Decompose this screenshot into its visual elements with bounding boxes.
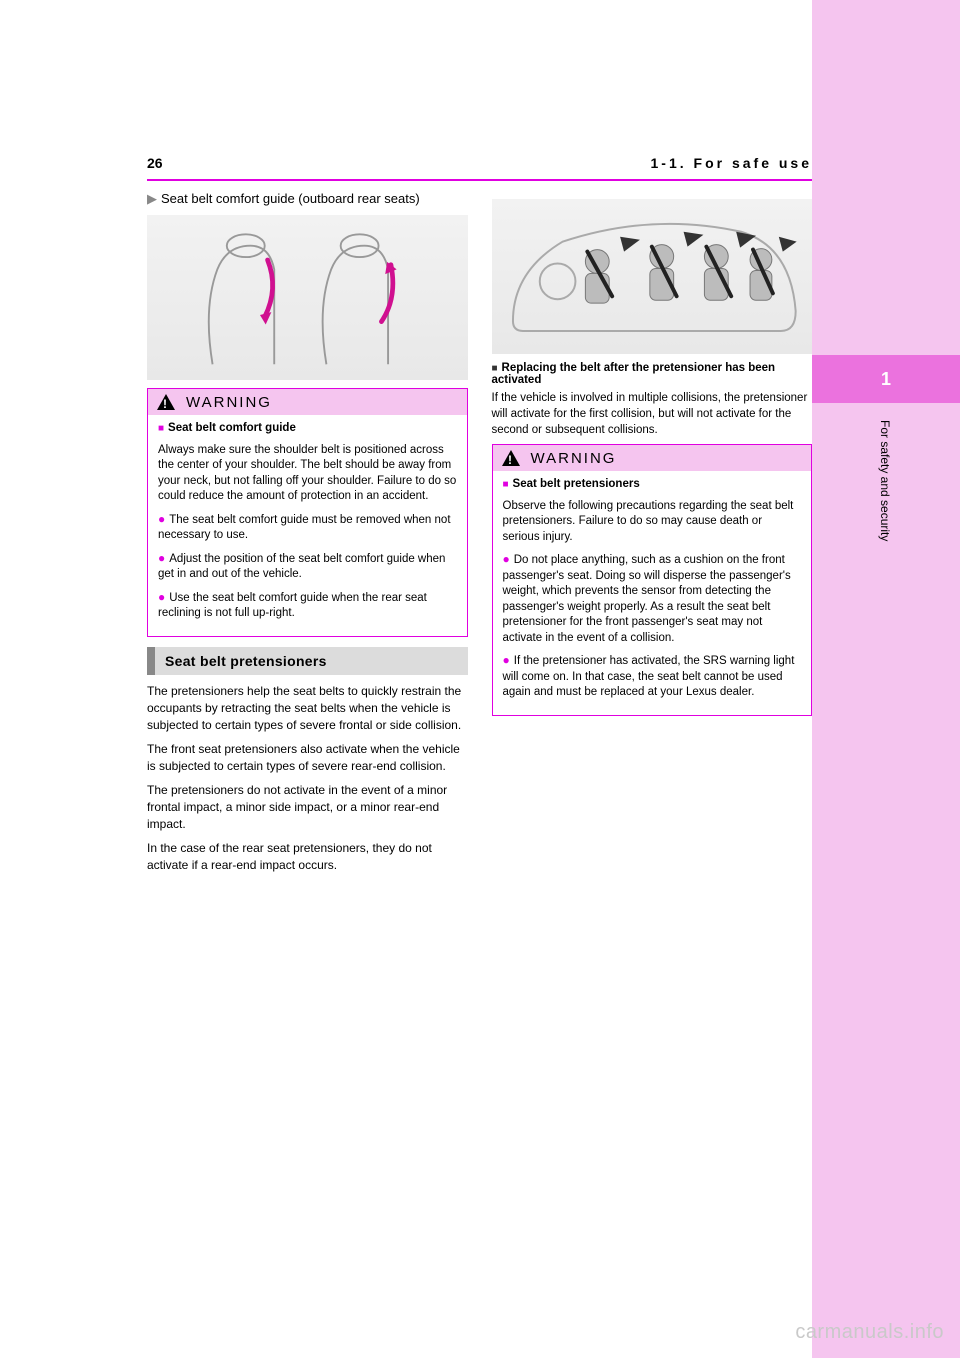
warning-text: Always make sure the shoulder belt is po… (158, 443, 457, 505)
warning-bullet: ●Use the seat belt comfort guide when th… (158, 589, 457, 622)
warning-title: WARNING (531, 450, 617, 467)
chapter-tab: 1 (812, 355, 960, 403)
note-title: Replacing the belt after the pretensione… (492, 362, 776, 386)
svg-text:!: ! (508, 453, 514, 467)
warning-body: ■ Seat belt comfort guide Always make sur… (148, 415, 467, 636)
side-strip-top (812, 0, 960, 355)
subheading-text: Seat belt comfort guide (outboard rear s… (161, 191, 420, 206)
column-left: ▶ Seat belt comfort guide (outboard rear … (147, 191, 468, 881)
section-tab (147, 647, 155, 675)
warning-bullet: ●If the pretensioner has activated, the … (503, 652, 802, 701)
side-label-container: For safety and security (812, 420, 960, 600)
warning-title: WARNING (186, 394, 272, 411)
body-paragraph: The pretensioners help the seat belts to… (147, 683, 468, 735)
warning-bullet: ●Do not place anything, such as a cushio… (503, 551, 802, 646)
column-right: ■Replacing the belt after the pretension… (492, 191, 813, 881)
warning-bullet-text: Adjust the position of the seat belt com… (158, 553, 445, 581)
warning-box-left: ! WARNING ■ Seat belt comfort guide Alway… (147, 388, 468, 637)
square-bullet-icon: ■ (503, 479, 509, 490)
note-heading: ■Replacing the belt after the pretension… (492, 362, 813, 386)
dot-bullet-icon: ● (158, 551, 165, 565)
warning-bullet-text: Use the seat belt comfort guide when the… (158, 592, 427, 620)
warning-section-title: ■ Seat belt comfort guide (158, 421, 457, 437)
warning-body: ■ Seat belt pretensioners Observe the fol… (493, 471, 812, 715)
dot-bullet-icon: ● (158, 512, 165, 526)
square-bullet-icon: ■ (158, 423, 164, 434)
square-bullet-icon: ■ (492, 363, 498, 374)
body-paragraph: In the case of the rear seat pretensione… (147, 840, 468, 875)
seat-belt-guide-illustration (160, 222, 455, 374)
warning-header: ! WARNING (148, 389, 467, 415)
warning-text: Observe the following precautions regard… (503, 499, 802, 546)
warning-section-title: ■ Seat belt pretensioners (503, 477, 802, 493)
body-paragraph: The pretensioners do not activate in the… (147, 782, 468, 834)
warning-bullet-text: If the pretensioner has activated, the S… (503, 655, 795, 698)
warning-header: ! WARNING (493, 445, 812, 471)
warning-subtitle: Seat belt pretensioners (513, 478, 640, 490)
warning-bullet: ●Adjust the position of the seat belt co… (158, 550, 457, 583)
two-column-layout: ▶ Seat belt comfort guide (outboard rear … (147, 191, 812, 881)
body-paragraph: The front seat pretensioners also activa… (147, 741, 468, 776)
svg-text:!: ! (163, 397, 169, 411)
section-heading-bar: Seat belt pretensioners (147, 647, 468, 675)
page-number: 26 (147, 155, 163, 171)
warning-icon: ! (156, 393, 176, 411)
page-header: 26 1-1. For safe use (147, 155, 812, 171)
illustration-car (492, 199, 813, 354)
warning-subtitle: Seat belt comfort guide (168, 422, 296, 434)
dot-bullet-icon: ● (158, 590, 165, 604)
section-title: Seat belt pretensioners (155, 647, 468, 675)
triangle-icon: ▶ (147, 191, 157, 206)
dot-bullet-icon: ● (503, 653, 510, 667)
chapter-number: 1 (881, 369, 891, 390)
illustration-seat (147, 215, 468, 380)
dot-bullet-icon: ● (503, 552, 510, 566)
watermark: carmanuals.info (795, 1321, 944, 1344)
side-label-text: For safety and security (878, 420, 892, 541)
header-rule (147, 179, 812, 181)
section-path: 1-1. For safe use (651, 155, 813, 171)
warning-bullet: ●The seat belt comfort guide must be rem… (158, 511, 457, 544)
warning-icon: ! (501, 449, 521, 467)
warning-bullet-text: Do not place anything, such as a cushion… (503, 554, 791, 644)
pretensioner-illustration (498, 202, 806, 351)
side-strip: 1 For safety and security (812, 0, 960, 1358)
warning-box-right: ! WARNING ■ Seat belt pretensioners Obser… (492, 444, 813, 716)
note-body: If the vehicle is involved in multiple c… (492, 390, 813, 438)
page-content: 26 1-1. For safe use ▶ Seat belt comfort … (147, 155, 812, 1185)
warning-bullet-text: The seat belt comfort guide must be remo… (158, 514, 451, 542)
subheading: ▶ Seat belt comfort guide (outboard rear … (147, 191, 468, 207)
